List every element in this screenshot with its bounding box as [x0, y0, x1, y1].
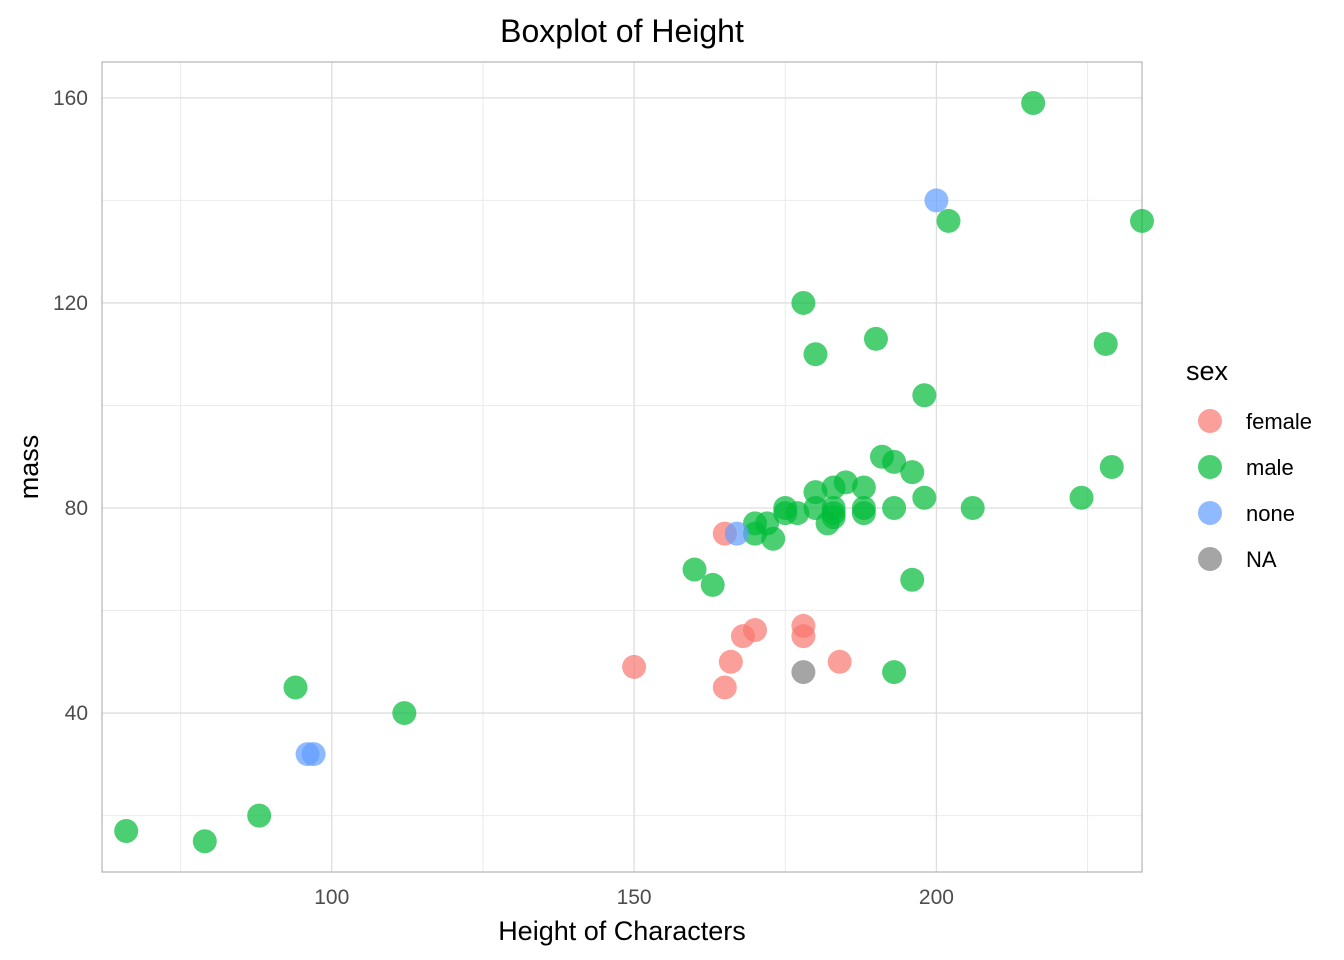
- legend-label-female: female: [1246, 409, 1312, 434]
- point-male: [1099, 455, 1124, 479]
- point-none: [301, 742, 326, 767]
- legend-label-na: NA: [1246, 547, 1277, 572]
- point-male: [114, 818, 139, 843]
- point-male: [791, 290, 816, 315]
- legend-title: sex: [1186, 356, 1229, 386]
- y-axis-tick-labels: 40 80 120 160: [53, 87, 88, 725]
- x-axis-title: Height of Characters: [498, 916, 746, 946]
- point-male: [682, 557, 707, 582]
- x-tick-label: 200: [919, 886, 954, 909]
- legend-label-male: male: [1246, 455, 1294, 480]
- point-male: [392, 701, 417, 726]
- y-tick-label: 160: [53, 87, 88, 110]
- y-tick-label: 120: [53, 292, 88, 315]
- point-male: [247, 803, 272, 828]
- point-female: [718, 649, 743, 674]
- data-points: [114, 91, 1154, 854]
- point-male: [912, 383, 937, 408]
- point-male: [900, 460, 925, 485]
- legend-label-none: none: [1246, 501, 1295, 526]
- point-male: [900, 567, 925, 592]
- point-male: [1093, 331, 1118, 356]
- point-male: [833, 470, 858, 495]
- x-tick-label: 150: [617, 886, 652, 909]
- legend-key-none: [1198, 501, 1222, 525]
- legend-key-female: [1198, 409, 1222, 433]
- y-axis-title: mass: [14, 435, 44, 500]
- point-male: [851, 475, 876, 500]
- major-gridlines: [102, 62, 1142, 872]
- chart-title: Boxplot of Height: [500, 13, 744, 49]
- point-male: [882, 449, 907, 474]
- point-male: [912, 485, 937, 510]
- legend-key-na: [1198, 547, 1222, 571]
- plot-panel-border: [101, 61, 1143, 873]
- point-male: [863, 326, 888, 351]
- point-male: [700, 572, 725, 597]
- point-male: [936, 208, 961, 233]
- point-female: [712, 675, 737, 700]
- point-male: [851, 501, 876, 526]
- x-axis-tick-labels: 100 150 200: [314, 886, 954, 909]
- point-male: [821, 505, 846, 530]
- y-tick-label: 80: [65, 497, 88, 520]
- point-none: [924, 188, 949, 213]
- point-male: [1130, 208, 1154, 233]
- legend-key-male: [1198, 455, 1222, 479]
- legend: sex female male none NA: [1186, 356, 1312, 572]
- point-female: [743, 618, 768, 643]
- minor-gridlines: [102, 62, 1142, 872]
- y-tick-label: 40: [65, 702, 88, 725]
- point-male: [283, 675, 308, 700]
- point-female: [622, 654, 647, 679]
- point-male: [960, 496, 985, 521]
- point-male: [761, 526, 786, 551]
- point-male: [803, 342, 828, 367]
- x-tick-label: 100: [314, 886, 349, 909]
- point-female: [827, 649, 852, 674]
- point-male: [882, 496, 907, 521]
- point-male: [1021, 91, 1046, 116]
- point-na: [791, 660, 816, 685]
- point-none: [724, 521, 749, 546]
- point-male: [192, 829, 217, 854]
- point-female: [791, 613, 816, 638]
- point-male: [882, 660, 907, 685]
- point-male: [785, 501, 810, 526]
- point-male: [1069, 485, 1094, 510]
